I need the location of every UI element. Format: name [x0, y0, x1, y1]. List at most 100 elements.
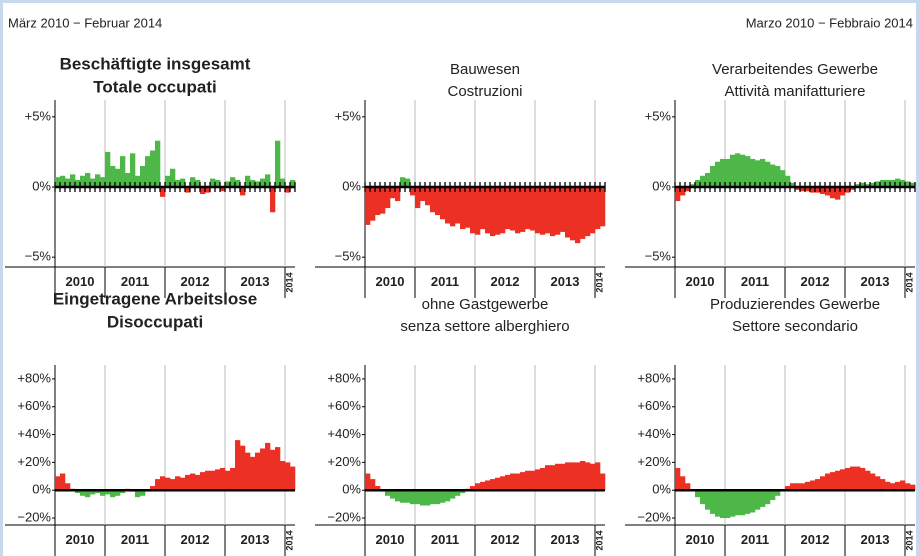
bar	[240, 187, 246, 196]
bar	[385, 490, 391, 496]
bar	[175, 179, 181, 188]
bar	[170, 168, 176, 188]
bar	[865, 470, 871, 491]
bar	[725, 490, 731, 519]
bar	[90, 178, 96, 188]
bar	[235, 179, 241, 188]
y-tick-label: +60%	[637, 398, 671, 413]
bar	[445, 490, 451, 502]
y-tick-label: 0%	[342, 482, 361, 497]
x-tick-label: 2014	[904, 272, 914, 292]
bar	[225, 470, 231, 491]
x-tick-label: 2011	[431, 532, 459, 547]
bar	[115, 490, 121, 496]
bar	[805, 481, 811, 491]
bar	[740, 154, 746, 188]
bar	[675, 467, 681, 491]
y-tick-label: −20%	[17, 509, 51, 524]
bar	[180, 477, 186, 491]
bar	[900, 179, 906, 188]
y-tick-label: +20%	[327, 454, 361, 469]
bar	[250, 456, 256, 491]
y-tick-label: +80%	[637, 370, 671, 385]
panel-title: senza settore alberghiero	[400, 318, 569, 335]
bar	[695, 490, 701, 498]
bar	[120, 156, 126, 188]
y-tick-label: −20%	[637, 509, 671, 524]
bar	[195, 474, 201, 491]
bar	[730, 490, 736, 517]
x-tick-label: 2011	[431, 274, 459, 289]
bar	[840, 469, 846, 491]
bar	[440, 187, 446, 220]
bar	[375, 486, 381, 491]
bar	[515, 473, 521, 491]
bar	[570, 462, 576, 491]
bar	[820, 187, 826, 195]
bar	[430, 187, 436, 213]
bar	[200, 472, 206, 491]
bar	[110, 490, 116, 498]
bar	[535, 469, 541, 491]
bar	[260, 448, 266, 491]
x-tick-label: 2012	[181, 274, 210, 289]
bar	[190, 473, 196, 491]
panel-title: ohne Gastgewerbe	[422, 296, 549, 313]
bar	[215, 469, 221, 491]
bar	[475, 483, 481, 491]
panel-title: Bauwesen	[450, 61, 520, 78]
bar	[460, 490, 466, 493]
bar	[530, 187, 536, 231]
y-tick-label: +60%	[17, 398, 51, 413]
bar	[460, 187, 466, 230]
bar	[240, 445, 246, 491]
bar	[850, 187, 856, 190]
bar	[730, 154, 736, 188]
bar	[860, 182, 866, 188]
x-tick-label: 2010	[66, 532, 95, 547]
bar	[165, 175, 171, 188]
x-tick-label: 2013	[551, 532, 580, 547]
bar	[880, 479, 886, 491]
bar	[545, 187, 551, 234]
bar	[880, 179, 886, 188]
bar	[55, 476, 61, 491]
bar	[815, 479, 821, 491]
x-tick-label: 2014	[594, 272, 604, 292]
x-tick-label: 2011	[741, 532, 769, 547]
bar	[245, 452, 251, 491]
bar	[490, 479, 496, 491]
bar	[80, 490, 86, 496]
bar	[140, 165, 146, 188]
bar	[910, 182, 916, 188]
bar	[575, 462, 581, 491]
panel-title: Settore secondario	[732, 318, 858, 335]
bar	[555, 463, 561, 491]
bar	[495, 187, 501, 235]
bar	[830, 187, 836, 199]
bar	[445, 187, 451, 224]
bar	[280, 178, 286, 188]
y-tick-label: −5%	[645, 249, 672, 264]
x-tick-label: 2010	[376, 274, 405, 289]
bar	[400, 177, 406, 188]
x-tick-label: 2010	[686, 532, 715, 547]
x-tick-label: 2013	[861, 274, 890, 289]
y-tick-label: 0%	[652, 178, 671, 193]
bar	[385, 187, 391, 209]
bar	[595, 187, 601, 230]
bar	[475, 187, 481, 235]
bar	[735, 153, 741, 188]
bar	[750, 158, 756, 188]
bar	[770, 164, 776, 188]
bar	[550, 187, 556, 237]
bar	[895, 481, 901, 491]
bar	[795, 187, 801, 190]
x-tick-label: 2014	[904, 530, 914, 550]
bar	[450, 187, 456, 227]
bar	[590, 463, 596, 491]
bar	[525, 187, 531, 230]
bar	[770, 490, 776, 500]
bar	[505, 187, 511, 230]
bar	[560, 187, 566, 232]
